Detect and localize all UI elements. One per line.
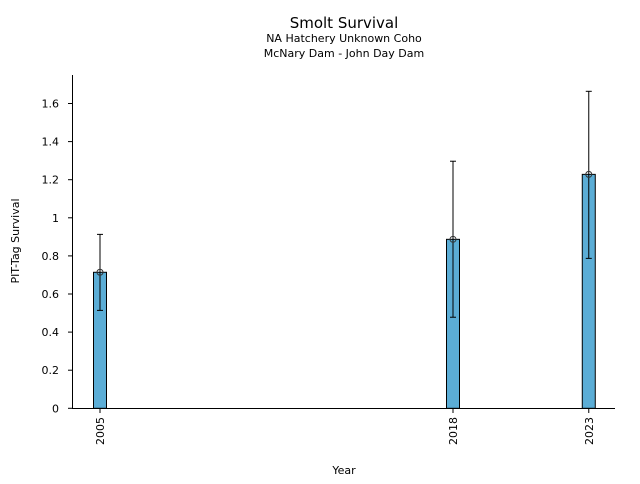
point-marker <box>96 268 104 276</box>
y-tick-label: 0.8 <box>42 250 60 263</box>
y-tick-label: 0.6 <box>42 288 60 301</box>
y-tick-label: 0.4 <box>42 326 60 339</box>
chart-title: Smolt Survival <box>290 14 399 32</box>
y-tick-label: 1.6 <box>42 98 60 111</box>
x-tick-label: 2018 <box>447 417 460 445</box>
x-axis-label: Year <box>331 464 356 477</box>
x-tick-label: 2005 <box>94 417 107 445</box>
x-tick-label: 2023 <box>583 417 596 445</box>
chart-subtitle-2: McNary Dam - John Day Dam <box>264 47 424 60</box>
y-axis-label: PIT-Tag Survival <box>9 198 22 283</box>
y-tick-label: 1 <box>52 212 59 225</box>
y-tick-label: 1.4 <box>42 136 60 149</box>
point-marker <box>449 235 457 243</box>
y-tick-label: 1.2 <box>42 174 60 187</box>
chart-subtitle-1: NA Hatchery Unknown Coho <box>266 32 422 45</box>
y-tick-label: 0 <box>52 402 59 415</box>
y-tick-label: 0.2 <box>42 364 60 377</box>
point-marker <box>585 170 593 178</box>
